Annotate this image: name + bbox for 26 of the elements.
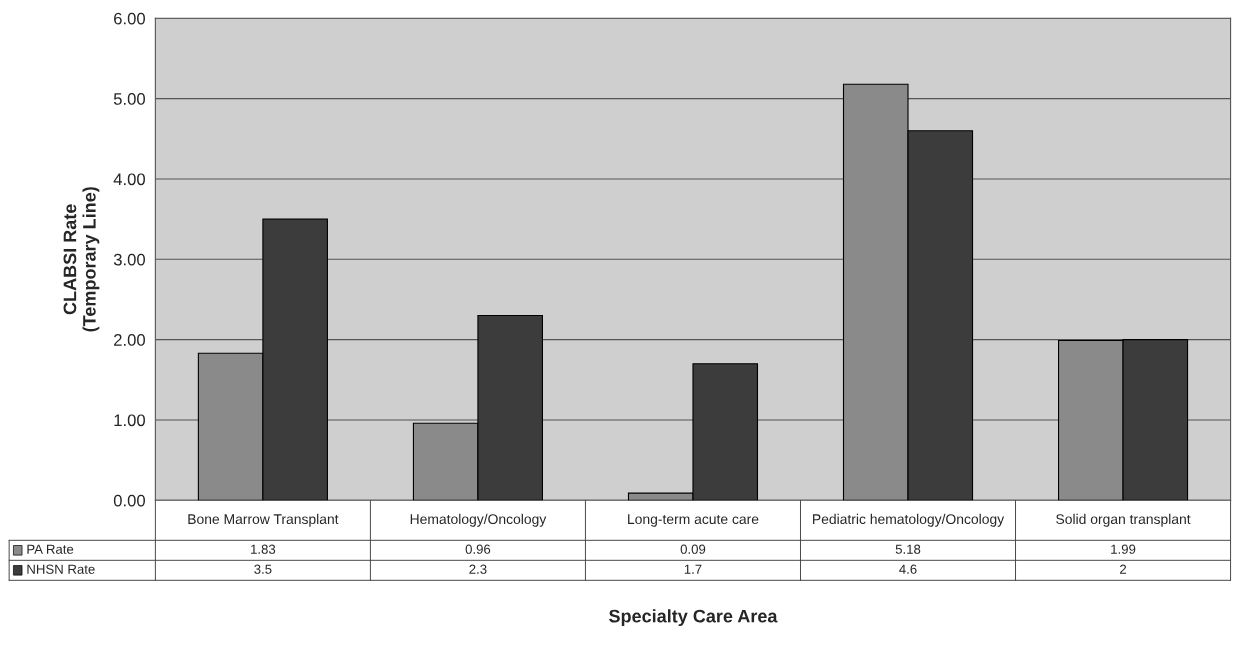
data-label: 1.99 — [1111, 544, 1136, 554]
x-tick-label: Pediatric hematology/Oncology — [813, 513, 1005, 527]
data-label: 1.7 — [684, 564, 702, 574]
data-label: 0.09 — [680, 544, 706, 554]
y-tick-label: 4.00 — [113, 173, 145, 186]
data-label: 4.6 — [899, 564, 917, 574]
y-tick-label: 1.00 — [114, 414, 145, 427]
y-tick-label: 2.00 — [114, 334, 145, 346]
data-label: 2.3 — [469, 564, 487, 574]
y-tick-label: 3.00 — [113, 253, 145, 266]
y-tick-label: 6.00 — [114, 12, 145, 25]
x-tick-label: Solid organ transplant — [1056, 513, 1191, 527]
legend-label: NHSN Rate — [27, 564, 95, 574]
x-axis-title: Specialty Care Area — [609, 609, 778, 627]
legend-label: PA Rate — [27, 544, 74, 554]
data-label: 5.18 — [895, 544, 921, 554]
y-tick-label: 0.00 — [113, 494, 145, 507]
data-label: 1.83 — [251, 544, 276, 554]
x-tick-label: Hematology/Oncology — [410, 513, 547, 527]
data-label: 3.5 — [254, 564, 272, 574]
x-tick-label: Long-term acute care — [628, 514, 759, 527]
x-tick-label: Bone Marrow Transplant — [188, 513, 339, 527]
data-label: 2 — [1120, 564, 1127, 574]
y-tick-label: 5.00 — [113, 93, 145, 105]
data-label: 0.96 — [465, 544, 491, 554]
y-axis-title: CLABSI Rate (Temporary Line) — [63, 187, 100, 332]
